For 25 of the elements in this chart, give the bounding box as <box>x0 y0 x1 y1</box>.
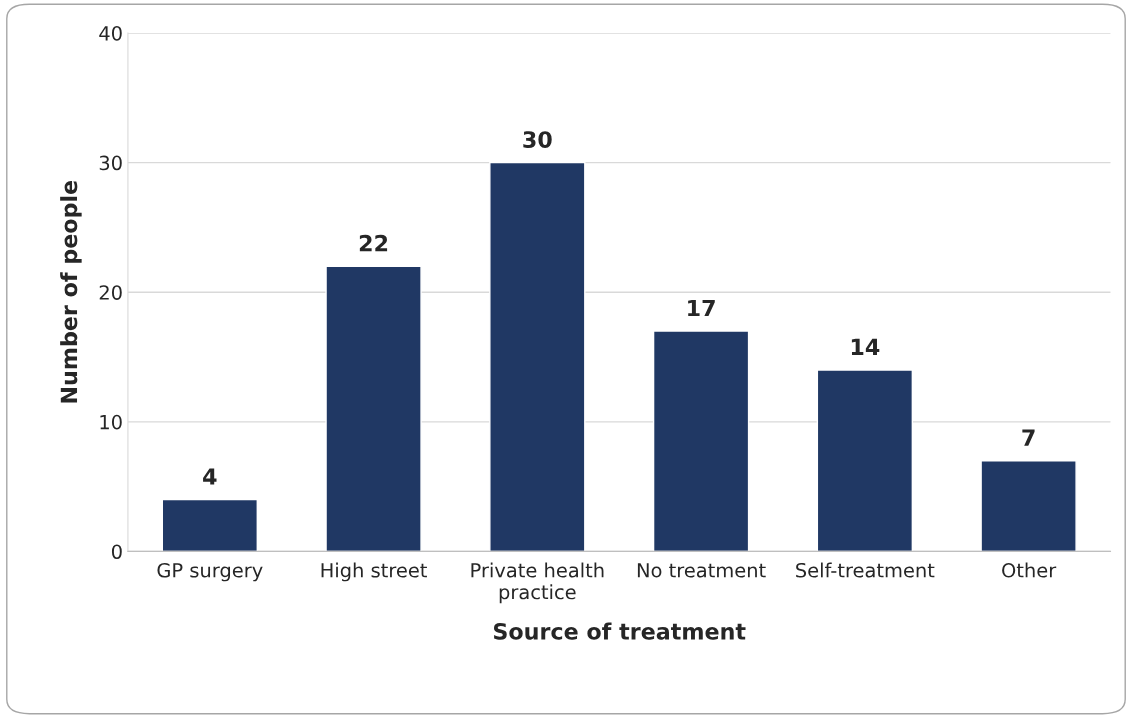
data-label: 7 <box>1022 429 1035 446</box>
x-tick-label: No treatment <box>637 563 766 578</box>
x-tick-label: Private health practice <box>471 562 604 604</box>
bar <box>325 265 422 552</box>
y-tick-label: 20 <box>99 285 122 300</box>
data-label: 17 <box>688 299 715 317</box>
bar <box>816 369 914 552</box>
data-label: 4 <box>203 468 217 485</box>
bar <box>161 498 258 552</box>
x-axis-title: Source of treatment <box>493 622 746 640</box>
y-tick-label: 10 <box>100 414 122 430</box>
bar <box>489 161 586 552</box>
data-label: 22 <box>359 234 388 252</box>
data-label: 14 <box>851 338 880 355</box>
bar <box>980 460 1077 552</box>
y-tick-label: 0 <box>111 544 122 560</box>
x-tick-label: Other <box>1002 562 1057 578</box>
y-tick-label: 30 <box>99 155 122 171</box>
x-tick-label: GP surgery <box>157 562 263 582</box>
x-tick-label: High street <box>321 562 427 582</box>
y-axis-title: Number of people <box>60 180 82 403</box>
bar <box>652 330 750 552</box>
x-tick-label: Self-treatment <box>796 562 935 578</box>
data-label: 30 <box>523 131 552 148</box>
y-tick-label: 40 <box>99 25 122 41</box>
